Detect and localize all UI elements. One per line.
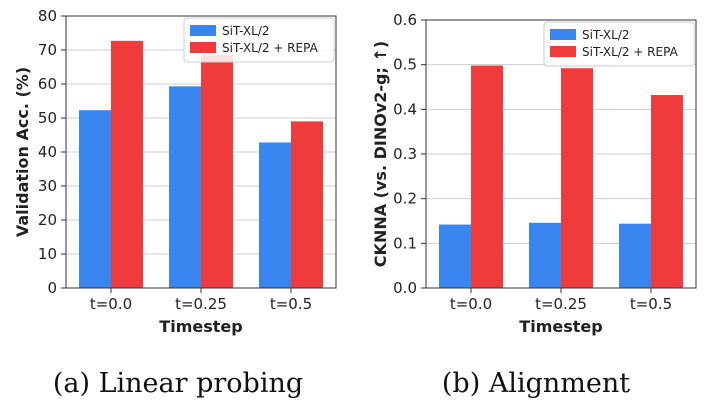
bars	[439, 65, 683, 289]
legend-swatch-sit	[190, 25, 216, 36]
y-tick-label: 0.4	[393, 100, 417, 118]
legend: SiT-XL/2 SiT-XL/2 + REPA	[183, 17, 335, 63]
bar-sit-1	[169, 86, 201, 288]
bar-repa-2	[651, 95, 683, 288]
legend-box	[543, 21, 695, 67]
legend-label-repa: SiT-XL/2 + REPA	[582, 45, 679, 59]
caption: (a) Linear probing	[53, 368, 303, 399]
bar-repa-1	[561, 68, 593, 289]
x-tick-label: t=0.25	[175, 295, 227, 313]
legend-label-repa: SiT-XL/2 + REPA	[222, 41, 319, 55]
y-tick-label: 40	[38, 143, 57, 161]
y-ticks: 0.0 0.1 0.2 0.3 0.4 0.5 0.6	[393, 11, 426, 297]
y-tick-label: 10	[38, 245, 57, 263]
x-tick-label: t=0.25	[535, 295, 587, 313]
x-tick-label: t=0.0	[90, 295, 132, 313]
bar-sit-0	[439, 224, 471, 288]
bar-sit-2	[619, 223, 651, 288]
y-tick-label: 50	[38, 109, 57, 127]
bar-repa-1	[201, 55, 233, 288]
legend-swatch-repa	[550, 46, 576, 57]
x-ticks: t=0.0 t=0.25 t=0.5	[450, 288, 672, 313]
y-tick-label: 0.5	[393, 56, 417, 74]
legend-label-sit: SiT-XL/2	[222, 24, 270, 38]
bar-repa-0	[111, 40, 143, 288]
bar-sit-0	[79, 110, 111, 289]
y-tick-label: 0.1	[393, 234, 417, 252]
bars	[79, 40, 323, 289]
y-tick-label: 60	[38, 75, 57, 93]
y-tick-label: 0.3	[393, 145, 417, 163]
x-tick-label: t=0.5	[630, 295, 672, 313]
x-tick-label: t=0.0	[450, 295, 492, 313]
bar-repa-2	[291, 121, 323, 289]
legend-label-sit: SiT-XL/2	[582, 28, 630, 42]
panel-linear-probing: 0 10 20 30 40 50 60 70 80 t=0.0 t=0.25 t=0.5 Valid…	[13, 7, 337, 399]
legend-box	[183, 17, 335, 63]
y-tick-label: 20	[38, 211, 57, 229]
legend-swatch-sit	[550, 29, 576, 40]
y-tick-label: 0	[47, 279, 57, 297]
x-axis-label: Timestep	[519, 317, 602, 336]
bar-sit-1	[529, 222, 561, 288]
y-tick-label: 80	[38, 7, 57, 25]
legend-swatch-repa	[190, 42, 216, 53]
y-ticks: 0 10 20 30 40 50 60 70 80	[38, 7, 66, 297]
y-tick-label: 30	[38, 177, 57, 195]
caption: (b) Alignment	[442, 368, 630, 399]
x-tick-label: t=0.5	[270, 295, 312, 313]
y-axis-label: CKNNA (vs. DINOv2-g; ↑)	[371, 41, 390, 267]
legend: SiT-XL/2 SiT-XL/2 + REPA	[543, 21, 695, 67]
panel-alignment: 0.0 0.1 0.2 0.3 0.4 0.5 0.6 t=0.0 t=0.25 t=0.5 C…	[371, 11, 697, 399]
y-tick-label: 0.2	[393, 190, 417, 208]
y-tick-label: 70	[38, 41, 57, 59]
y-tick-label: 0.6	[393, 11, 417, 29]
x-ticks: t=0.0 t=0.25 t=0.5	[90, 288, 312, 313]
bar-repa-0	[471, 65, 503, 288]
bar-sit-2	[259, 142, 291, 288]
y-axis-label: Validation Acc. (%)	[13, 67, 32, 237]
y-tick-label: 0.0	[393, 279, 417, 297]
x-axis-label: Timestep	[159, 317, 242, 336]
